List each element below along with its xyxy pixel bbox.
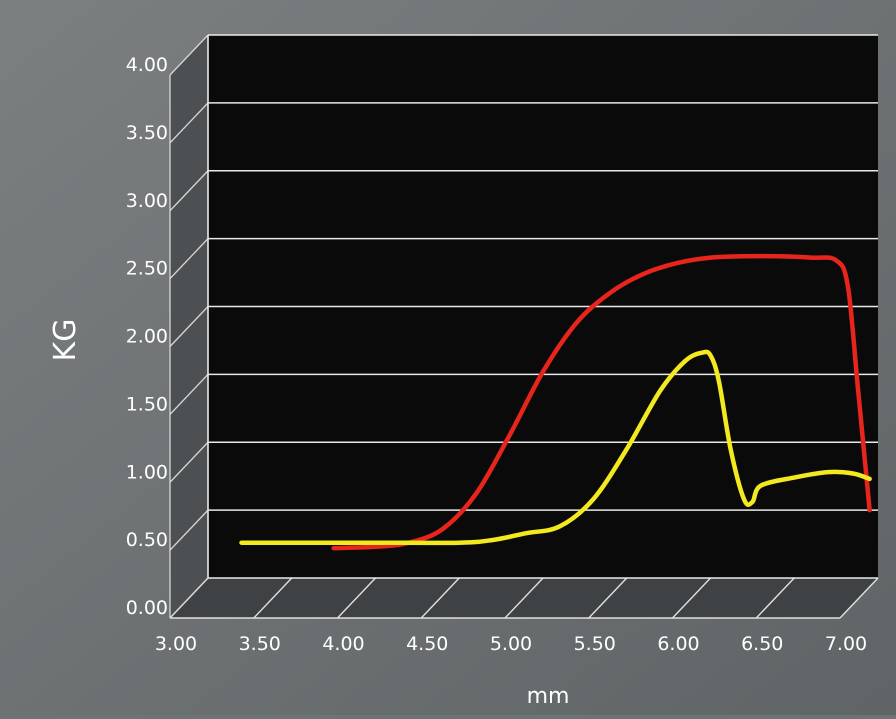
grid-line-side: [169, 238, 209, 280]
y-tick-label: 3.50: [126, 122, 168, 144]
floor-tick-line: [755, 577, 795, 619]
grid-line-side: [169, 170, 209, 212]
x-axis-label: mm: [527, 684, 570, 709]
x-tick-label: 6.00: [657, 633, 699, 655]
y-tick-label: 1.00: [126, 461, 168, 483]
grid-lines: [169, 34, 878, 619]
grid-line-side: [169, 373, 209, 415]
y-tick-label: 2.50: [126, 258, 168, 280]
y-axis-label: KG: [48, 319, 83, 362]
grid-line-side: [169, 577, 209, 619]
x-tick-label: 3.50: [239, 633, 281, 655]
grid-line-side: [169, 306, 209, 347]
series-line-yellow: [239, 349, 872, 546]
floor-tick-line: [671, 577, 712, 619]
x-tick-labels: 3.00 3.50 4.00 4.50 5.00 5.50 6.00 6.50 7.00: [155, 633, 867, 655]
x-tick-label: 6.50: [741, 633, 783, 655]
series-line-red: [331, 253, 872, 551]
y-tick-label: 3.00: [126, 190, 168, 212]
floor-tick-line: [253, 577, 293, 619]
y-tick-label: 0.50: [126, 529, 168, 551]
floor-tick-line: [588, 577, 628, 619]
series-layer: [239, 253, 872, 551]
grid-line-side: [169, 102, 209, 144]
x-tick-label: 7.00: [825, 633, 867, 655]
x-tick-label: 3.00: [155, 633, 197, 655]
y-tick-label: 1.50: [126, 393, 168, 415]
grid-line-side: [169, 441, 209, 483]
x-tick-label: 5.50: [574, 633, 616, 655]
x-tick-label: 4.00: [322, 633, 364, 655]
floor-tick-line: [839, 577, 879, 619]
x-tick-label: 4.50: [406, 633, 448, 655]
y-tick-label: 4.00: [126, 54, 168, 76]
grid-line-side: [169, 34, 209, 76]
floor-tick-line: [504, 577, 544, 619]
floor-tick-line: [420, 577, 460, 619]
y-tick-label: 0.00: [126, 597, 168, 619]
y-tick-label: 2.00: [126, 326, 168, 348]
x-tick-label: 5.00: [490, 633, 532, 655]
floor-tick-line: [336, 577, 377, 619]
y-tick-labels: 0.00 0.50 1.00 1.50 2.00 2.50 3.00 3.50 4.00: [126, 54, 168, 619]
grid-line-side: [169, 509, 209, 551]
